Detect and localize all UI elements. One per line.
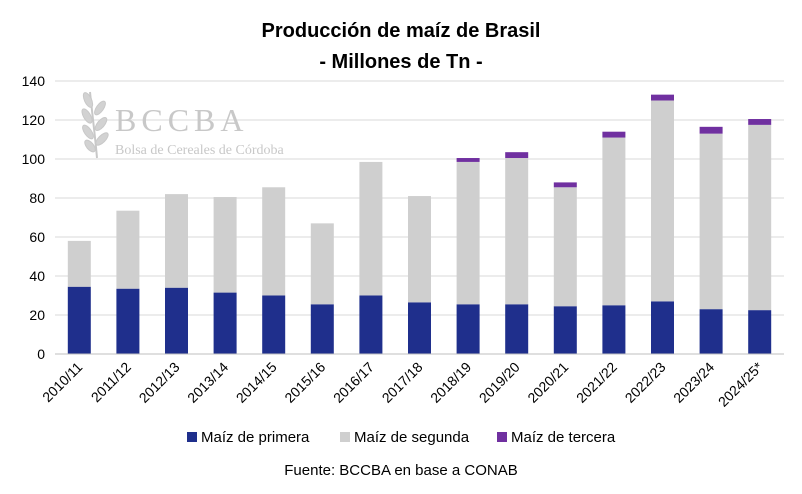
bar-segunda-2014/15: [262, 187, 286, 296]
bar-tercera-2023/24: [699, 126, 723, 134]
legend-label-tercera: Maíz de tercera: [511, 429, 616, 446]
legend-item-primera: Maíz de primera: [187, 429, 310, 446]
bar-segunda-2022/23: [651, 100, 674, 302]
chart-title-line2: - Millones de Tn -: [319, 51, 482, 73]
watermark-logo-text: BCCBA: [115, 102, 248, 138]
wheat-icon: [81, 91, 109, 159]
legend-item-segunda: Maíz de segunda: [340, 429, 470, 446]
bar-tercera-2022/23: [651, 94, 674, 101]
bar-segunda-2020/21: [553, 187, 577, 307]
y-tick-label: 20: [29, 307, 45, 323]
bar-primera-2014/15: [262, 295, 286, 354]
bars: [67, 94, 772, 354]
bccba-watermark: BCCBA Bolsa de Cereales de Córdoba: [81, 91, 285, 159]
bar-segunda-2017/18: [408, 196, 431, 303]
legend-swatch-tercera: [497, 432, 507, 442]
legend-label-primera: Maíz de primera: [201, 429, 310, 446]
bar-primera-2010/11: [67, 286, 91, 354]
bar-segunda-2012/13: [165, 194, 188, 288]
bar-tercera-2018/19: [456, 158, 480, 162]
bar-segunda-2010/11: [67, 240, 91, 287]
bar-segunda-2018/19: [456, 161, 480, 305]
bar-primera-2021/22: [602, 305, 626, 354]
bar-segunda-2015/16: [310, 223, 334, 305]
y-tick-label: 40: [29, 268, 45, 284]
legend-swatch-primera: [187, 432, 197, 442]
bar-primera-2024/25*: [748, 310, 772, 354]
legend-label-segunda: Maíz de segunda: [354, 429, 470, 446]
bar-primera-2020/21: [553, 306, 577, 354]
bar-tercera-2019/20: [505, 152, 529, 159]
legend-item-tercera: Maíz de tercera: [497, 429, 616, 446]
bar-tercera-2020/21: [553, 182, 577, 188]
bar-segunda-2016/17: [359, 161, 383, 296]
watermark-subtitle: Bolsa de Cereales de Córdoba: [115, 143, 285, 158]
bar-primera-2013/14: [213, 292, 237, 354]
source-note: Fuente: BCCBA en base a CONAB: [284, 462, 517, 479]
bar-primera-2019/20: [505, 304, 529, 354]
legend-swatch-segunda: [340, 432, 350, 442]
y-tick-label: 60: [29, 229, 45, 245]
bar-primera-2015/16: [310, 304, 334, 354]
y-axis-ticks: 0 20 40 60 80 100 120 140: [22, 73, 46, 362]
legend: Maíz de primera Maíz de segunda Maíz de …: [187, 429, 616, 446]
y-tick-label: 80: [29, 190, 45, 206]
bar-segunda-2019/20: [505, 158, 529, 305]
y-tick-label: 120: [22, 112, 46, 128]
bar-primera-2016/17: [359, 295, 383, 354]
y-tick-label: 140: [22, 73, 46, 89]
bar-primera-2017/18: [408, 302, 431, 354]
bar-primera-2023/24: [699, 309, 723, 354]
bar-tercera-2021/22: [602, 131, 626, 138]
bar-segunda-2021/22: [602, 137, 626, 306]
bar-primera-2018/19: [456, 304, 480, 354]
bar-segunda-2013/14: [213, 197, 237, 293]
bar-segunda-2024/25*: [748, 124, 772, 311]
y-tick-label: 100: [22, 151, 46, 167]
bar-primera-2011/12: [116, 288, 140, 354]
bar-primera-2022/23: [651, 301, 674, 354]
bar-tercera-2024/25*: [748, 119, 772, 125]
chart-title-line1: Producción de maíz de Brasil: [262, 20, 541, 42]
bar-segunda-2011/12: [116, 210, 140, 289]
y-tick-label: 0: [37, 346, 45, 362]
bar-primera-2012/13: [165, 287, 188, 354]
bar-segunda-2023/24: [699, 133, 723, 310]
